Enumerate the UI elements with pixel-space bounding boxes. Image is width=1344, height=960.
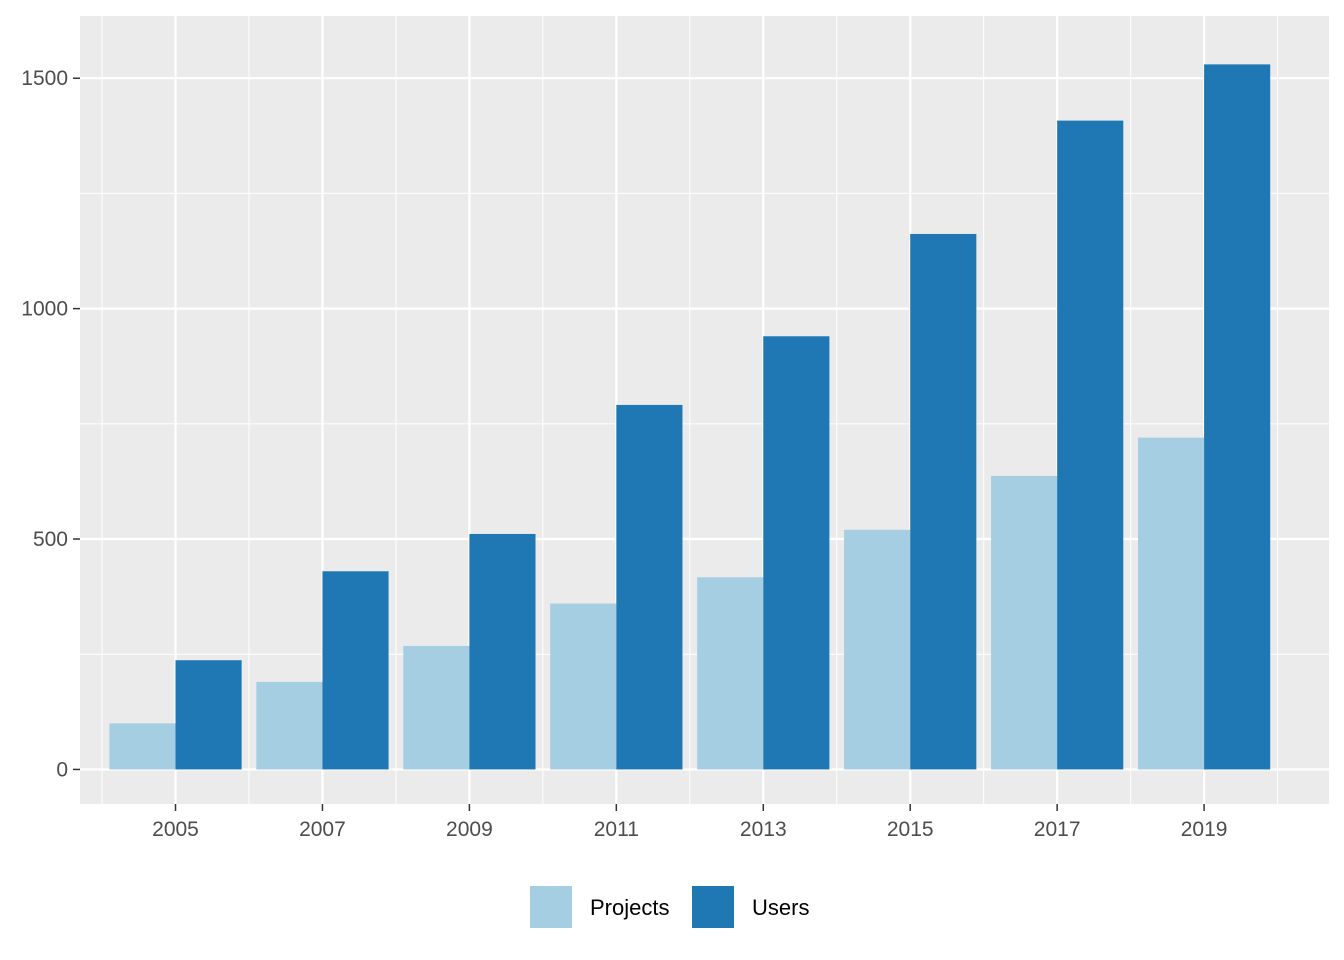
bars bbox=[109, 64, 1271, 770]
legend: Projects Users bbox=[530, 886, 809, 928]
bar-projects-2007 bbox=[256, 681, 323, 770]
bar-users-2015 bbox=[910, 233, 977, 770]
legend-key-users bbox=[692, 886, 734, 928]
y-tick-label: 500 bbox=[33, 528, 68, 551]
y-tick-label: 1000 bbox=[21, 298, 68, 321]
bar-projects-2005 bbox=[109, 723, 176, 770]
bar-users-2019 bbox=[1204, 64, 1271, 770]
bar-users-2013 bbox=[763, 336, 830, 770]
bar-users-2017 bbox=[1057, 120, 1124, 770]
legend-key-projects bbox=[530, 886, 572, 928]
bar-users-2007 bbox=[322, 571, 389, 770]
bar-users-2009 bbox=[469, 533, 536, 770]
y-axis: 0 500 1000 1500 bbox=[21, 67, 80, 781]
legend-label-projects: Projects bbox=[590, 895, 669, 920]
bar-projects-2011 bbox=[550, 603, 617, 770]
bar-projects-2009 bbox=[403, 645, 470, 770]
x-tick-label: 2009 bbox=[446, 818, 493, 841]
x-tick-label: 2013 bbox=[740, 818, 787, 841]
x-tick-label: 2017 bbox=[1034, 818, 1081, 841]
bar-projects-2013 bbox=[697, 577, 764, 770]
bar-projects-2019 bbox=[1137, 437, 1205, 770]
bar-users-2005 bbox=[175, 660, 242, 770]
bar-users-2011 bbox=[616, 404, 683, 770]
x-tick-label: 2015 bbox=[887, 818, 934, 841]
y-tick-label: 1500 bbox=[21, 67, 68, 90]
x-tick-label: 2019 bbox=[1181, 818, 1228, 841]
y-tick-label: 0 bbox=[56, 758, 68, 781]
x-axis: 2005 2007 2009 2011 2013 2015 2017 2019 bbox=[152, 804, 1227, 841]
x-tick-label: 2005 bbox=[152, 818, 199, 841]
bar-projects-2017 bbox=[991, 475, 1058, 770]
bar-projects-2015 bbox=[844, 529, 911, 770]
x-tick-label: 2007 bbox=[299, 818, 346, 841]
x-tick-label: 2011 bbox=[594, 818, 639, 841]
legend-label-users: Users bbox=[752, 895, 809, 920]
